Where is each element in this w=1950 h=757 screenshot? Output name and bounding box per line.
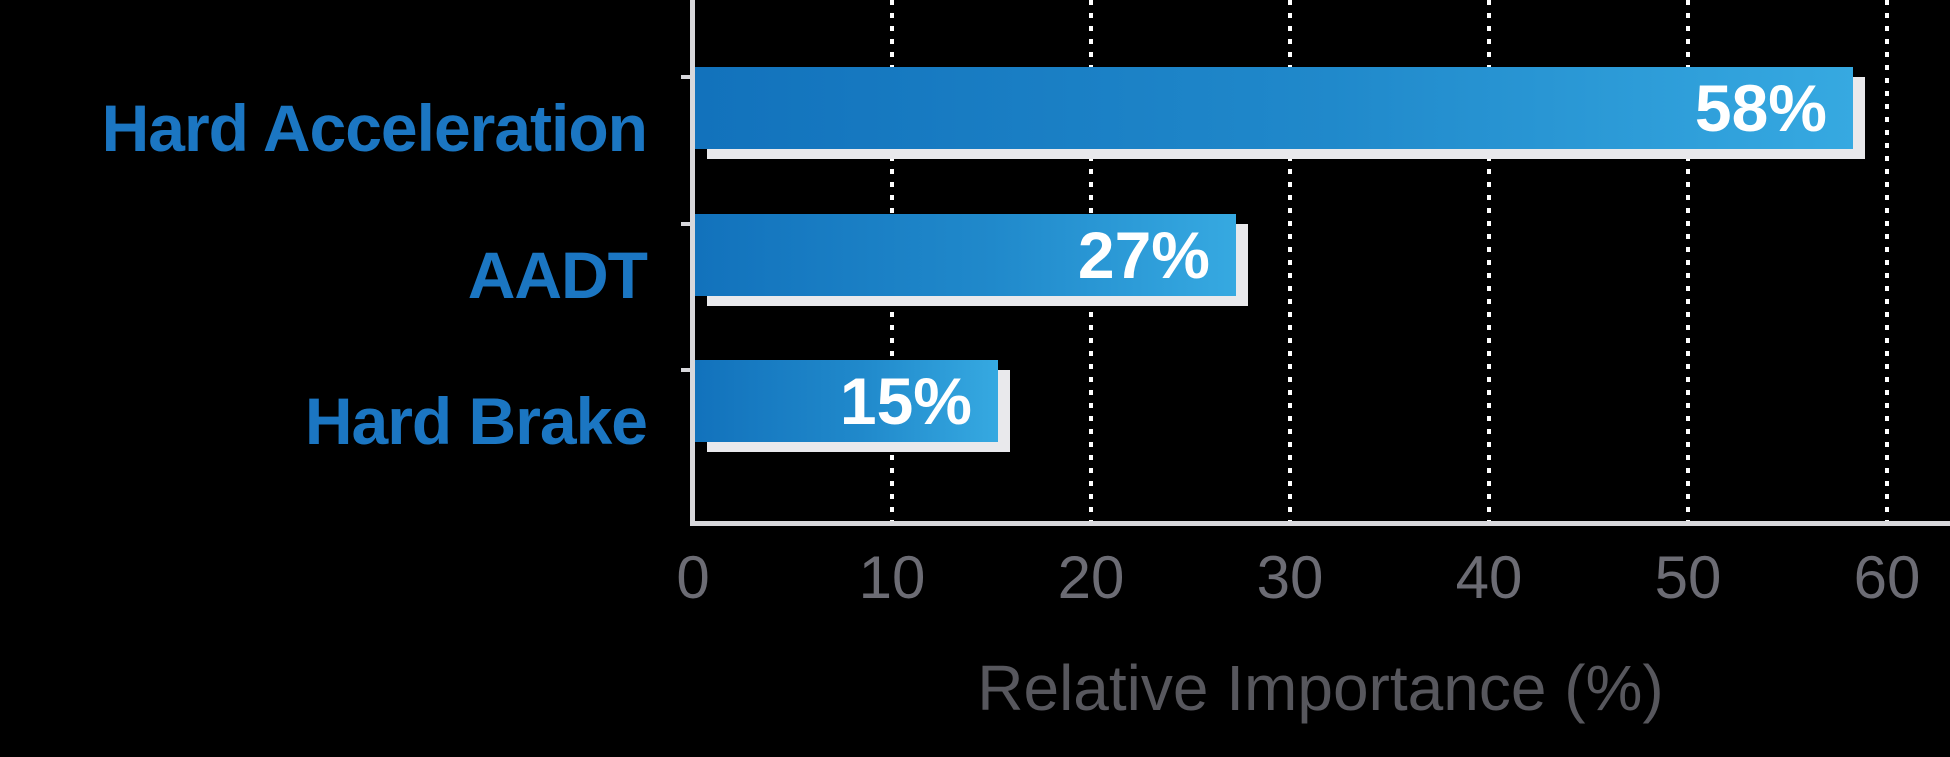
bar-hard-acceleration: 58%: [695, 67, 1853, 149]
gridline-40: [1487, 0, 1491, 521]
y-axis-line: [690, 0, 695, 526]
x-tick-label-20: 20: [1057, 544, 1125, 611]
x-tick-label-0: 0: [676, 544, 710, 611]
gridline-60: [1885, 0, 1889, 521]
bar-hard-brake: 15%: [695, 360, 998, 442]
y-tick-hard-acceleration: [681, 75, 691, 79]
category-label-hard-acceleration: Hard Acceleration: [101, 91, 648, 165]
bar-value-label-hard-acceleration: 58%: [1694, 71, 1827, 145]
x-tick-label-60: 60: [1853, 544, 1921, 611]
bar-aadt: 27%: [695, 214, 1236, 296]
x-axis-line: [690, 521, 1950, 526]
y-tick-hard-brake: [681, 368, 691, 372]
x-tick-label-10: 10: [858, 544, 926, 611]
category-label-aadt: AADT: [467, 238, 648, 312]
gridline-50: [1686, 0, 1690, 521]
gridline-30: [1288, 0, 1292, 521]
category-label-hard-brake: Hard Brake: [304, 384, 648, 458]
bar-value-label-hard-brake: 15%: [839, 364, 972, 438]
bar-value-label-aadt: 27%: [1077, 218, 1210, 292]
y-tick-aadt: [681, 222, 691, 226]
x-tick-label-50: 50: [1654, 544, 1722, 611]
x-tick-label-40: 40: [1455, 544, 1523, 611]
x-axis-title: Relative Importance (%): [977, 652, 1664, 724]
x-tick-label-30: 30: [1256, 544, 1324, 611]
